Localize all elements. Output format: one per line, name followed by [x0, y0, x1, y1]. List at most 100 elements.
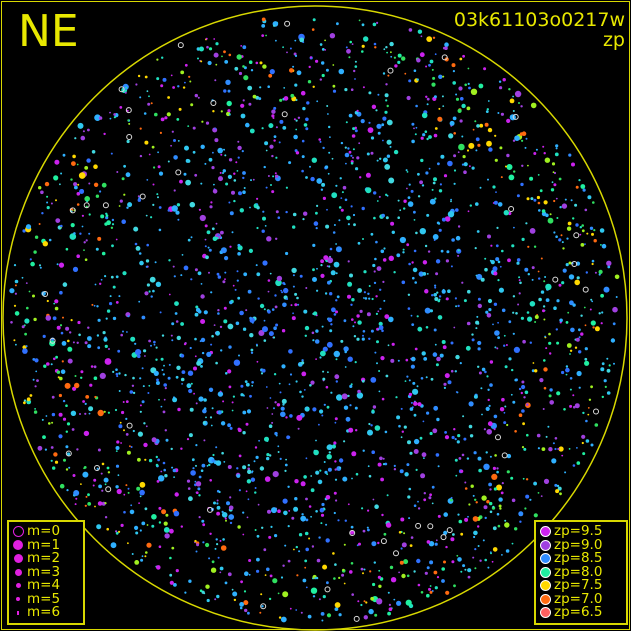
star-marker: [347, 356, 353, 362]
star-marker: [312, 18, 316, 22]
star-marker: [139, 410, 142, 413]
star-marker: [477, 297, 481, 301]
star-marker: [404, 72, 407, 75]
star-marker: [433, 177, 437, 182]
star-marker: [104, 344, 108, 348]
star-marker: [460, 532, 464, 536]
mode-label: zp: [602, 29, 625, 51]
star-marker: [102, 331, 106, 335]
star-marker: [76, 163, 79, 166]
star-marker: [391, 230, 395, 234]
star-marker: [264, 436, 269, 442]
star-marker: [294, 83, 298, 87]
star-marker: [422, 272, 427, 276]
star-marker: [216, 499, 219, 502]
star-marker: [327, 113, 329, 115]
star-marker: [163, 527, 170, 533]
star-marker: [338, 458, 344, 463]
star-marker: [258, 97, 262, 101]
star-marker: [388, 255, 394, 261]
star-marker: [411, 122, 415, 126]
bright-star-ring: [573, 232, 580, 239]
star-marker: [212, 453, 215, 457]
star-marker: [115, 450, 118, 452]
star-marker: [267, 509, 271, 514]
star-marker: [348, 150, 352, 154]
star-marker: [303, 389, 306, 391]
color-swatch-icon: [539, 593, 551, 605]
star-marker: [146, 243, 149, 247]
star-marker: [41, 418, 44, 421]
star-marker: [223, 148, 226, 151]
star-marker: [274, 534, 278, 538]
star-marker: [56, 325, 61, 330]
star-marker: [236, 170, 239, 172]
star-marker: [65, 247, 69, 251]
star-marker: [320, 513, 325, 517]
star-marker: [401, 542, 407, 548]
star-marker: [422, 133, 426, 137]
star-marker: [327, 317, 333, 323]
star-marker: [347, 260, 350, 263]
star-marker: [252, 178, 255, 181]
star-marker: [217, 556, 220, 559]
star-marker: [248, 573, 251, 576]
star-marker: [377, 93, 380, 96]
star-marker: [433, 570, 438, 575]
star-marker: [286, 51, 288, 54]
bright-star-ring: [501, 452, 508, 459]
star-marker: [54, 299, 59, 304]
star-marker: [372, 22, 377, 27]
star-marker: [434, 343, 437, 346]
star-marker: [266, 567, 270, 572]
star-marker: [423, 492, 426, 495]
star-marker: [518, 292, 521, 295]
star-marker: [536, 433, 541, 438]
star-marker: [387, 611, 391, 616]
star-marker: [372, 405, 377, 409]
star-marker: [322, 346, 328, 352]
star-marker: [326, 341, 333, 348]
star-marker: [603, 286, 610, 293]
star-marker: [206, 598, 210, 603]
star-marker: [367, 292, 370, 295]
star-marker: [556, 391, 561, 396]
star-marker: [318, 598, 321, 601]
star-marker: [252, 94, 257, 99]
star-marker: [292, 274, 295, 277]
star-marker: [126, 139, 130, 144]
legend-label: zp=9.0: [554, 536, 603, 553]
star-marker: [366, 312, 371, 317]
star-marker: [184, 63, 188, 67]
star-marker: [62, 399, 66, 403]
star-marker: [155, 455, 158, 459]
star-marker: [76, 203, 80, 206]
star-marker: [300, 611, 303, 614]
star-marker: [354, 361, 357, 364]
star-marker: [565, 365, 569, 368]
star-marker: [591, 232, 594, 236]
star-marker: [292, 65, 295, 68]
bright-star-ring: [260, 603, 267, 610]
star-marker: [436, 291, 439, 294]
star-marker: [233, 199, 236, 203]
star-marker: [493, 200, 498, 205]
dot-icon: [14, 568, 22, 576]
star-marker: [269, 454, 272, 457]
star-marker: [438, 295, 442, 298]
star-marker: [256, 197, 259, 200]
star-marker: [403, 532, 406, 535]
star-marker: [458, 519, 463, 524]
star-marker: [79, 413, 81, 415]
star-marker: [58, 434, 63, 439]
star-marker: [325, 385, 329, 389]
star-marker: [451, 238, 455, 242]
star-marker: [462, 155, 466, 159]
star-marker: [305, 497, 308, 501]
star-marker: [329, 329, 333, 333]
star-marker: [13, 339, 16, 342]
star-marker: [357, 288, 362, 293]
star-marker: [167, 209, 170, 212]
star-marker: [198, 396, 204, 402]
star-marker: [572, 217, 575, 220]
